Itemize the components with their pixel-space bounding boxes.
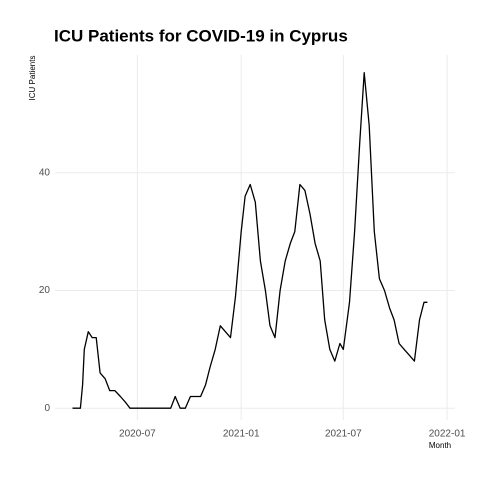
x-tick-label: 2020-07 [119, 429, 156, 440]
x-tick-label: 2022-01 [429, 429, 466, 440]
line [72, 72, 428, 409]
y-tick-label: 40 [39, 167, 51, 178]
y-axis-label: ICU Patients [28, 56, 37, 101]
x-tick-label: 2021-07 [325, 429, 362, 440]
x-tick-label: 2021-01 [223, 429, 260, 440]
y-tick-label: 20 [39, 285, 51, 296]
y-tick-label: 0 [44, 403, 50, 414]
chart-title: ICU Patients for COVID-19 in Cyprus [54, 26, 348, 45]
x-axis-label: Month [429, 441, 451, 450]
